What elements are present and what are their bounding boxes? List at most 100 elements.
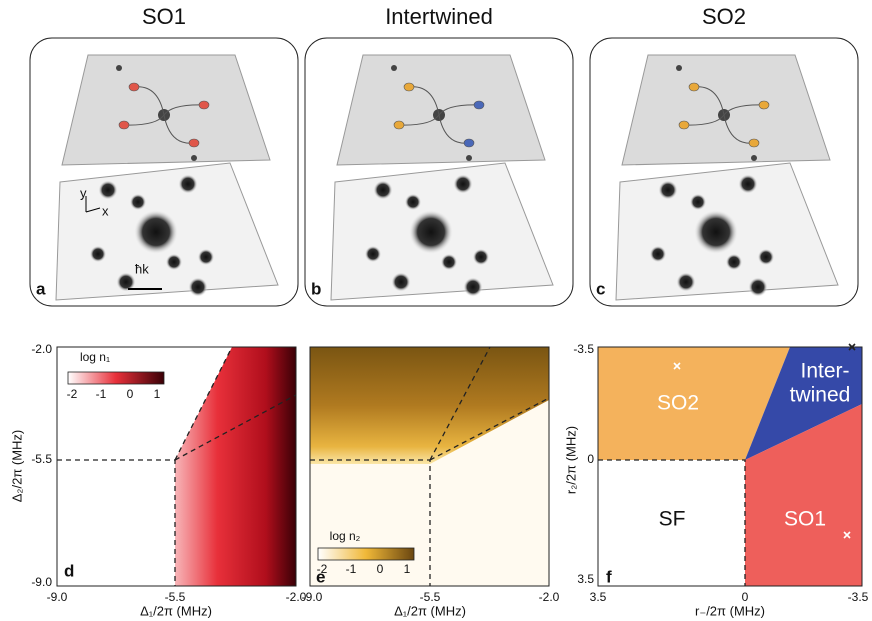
atom-cloud bbox=[676, 272, 696, 292]
atom-cloud bbox=[129, 193, 147, 211]
colorbar-tick: -1 bbox=[96, 387, 107, 401]
colorbar-tick: 0 bbox=[377, 562, 384, 576]
atom-cloud bbox=[197, 248, 215, 266]
atom-cloud bbox=[408, 209, 454, 255]
momentum-dot bbox=[198, 100, 210, 110]
panel-title: SO1 bbox=[142, 4, 186, 29]
boundary bbox=[598, 459, 746, 586]
colorbar-label: log n₁ bbox=[80, 350, 110, 364]
scale-label: ħk bbox=[135, 261, 149, 276]
region-label: SF bbox=[659, 508, 686, 531]
atom-cloud bbox=[391, 272, 411, 292]
frame bbox=[597, 346, 863, 587]
dot bbox=[191, 155, 197, 161]
panel-title: SO2 bbox=[702, 4, 746, 29]
panel-letter: a bbox=[36, 279, 46, 298]
momentum-dot bbox=[678, 120, 690, 130]
momentum-dot bbox=[463, 138, 475, 148]
boundary bbox=[174, 346, 233, 461]
atom-cloud bbox=[373, 180, 393, 200]
panel-f: SO2 Inter- twined SF SO1 f 3.5 0 -3.5 r₋… bbox=[563, 342, 868, 618]
atom-cloud bbox=[453, 174, 473, 194]
region-label: Inter- bbox=[800, 360, 849, 383]
y-axis-label: r₂/2π (MHz) bbox=[563, 426, 578, 494]
marker bbox=[848, 343, 856, 351]
atom-cloud bbox=[472, 248, 490, 266]
y-tick-label: -2.0 bbox=[31, 342, 52, 356]
region-label: SO1 bbox=[784, 508, 826, 531]
x-tick-label: -2.0 bbox=[539, 590, 560, 604]
atom-cloud bbox=[116, 272, 136, 292]
panel-letter: e bbox=[316, 567, 325, 586]
markers bbox=[673, 362, 851, 539]
atom-cloud bbox=[404, 193, 422, 211]
colorbar-tick: -1 bbox=[346, 562, 357, 576]
panel-d: log n₁ -2 -1 0 1 d -9.0 -5.5 -2.0 Δ₁/2π … bbox=[9, 342, 306, 618]
panel-letter: f bbox=[606, 567, 612, 586]
momentum-dot bbox=[748, 138, 760, 148]
atom-cloud bbox=[757, 248, 775, 266]
atom-cloud bbox=[658, 180, 678, 200]
colorbar-tick: -2 bbox=[67, 387, 78, 401]
y-axis-label: Δ₂/2π (MHz) bbox=[9, 430, 24, 503]
dot bbox=[391, 65, 397, 71]
atom-cloud bbox=[738, 174, 758, 194]
region-intertwined bbox=[745, 347, 862, 460]
boundary bbox=[429, 397, 550, 461]
colorbar-tick: 1 bbox=[154, 387, 161, 401]
panel-letter: d bbox=[64, 561, 74, 580]
colorbar bbox=[317, 547, 415, 561]
y-tick-label: -5.5 bbox=[31, 452, 52, 466]
momentum-dot bbox=[128, 82, 140, 92]
dot bbox=[676, 65, 682, 71]
y-tick-label: 0 bbox=[587, 452, 594, 466]
boundary bbox=[429, 346, 491, 461]
atom-cloud bbox=[440, 253, 458, 271]
x-tick-label: 0 bbox=[742, 590, 749, 604]
atom-cloud bbox=[178, 174, 198, 194]
atom-cloud bbox=[133, 209, 179, 255]
x-tick-label: -9.0 bbox=[302, 590, 323, 604]
momentum-dot bbox=[758, 100, 770, 110]
colorbar bbox=[67, 371, 165, 385]
region-so1 bbox=[745, 404, 862, 586]
panel-e: log n₂ -2 -1 0 1 e -9.0 -5.5 -2.0 Δ₁/2π … bbox=[302, 346, 560, 618]
momentum-dot bbox=[473, 100, 485, 110]
panel-letter: b bbox=[311, 279, 321, 298]
x-axis-label: Δ₁/2π (MHz) bbox=[140, 603, 212, 618]
dot bbox=[116, 65, 122, 71]
x-tick-label: 3.5 bbox=[590, 590, 607, 604]
atom-cloud bbox=[725, 253, 743, 271]
panel-letter: c bbox=[596, 279, 605, 298]
region-label: SO2 bbox=[657, 392, 699, 415]
atom-cloud bbox=[748, 277, 768, 297]
y-tick-label: -3.5 bbox=[573, 342, 594, 356]
axes-arrows bbox=[85, 196, 101, 213]
atom-cloud bbox=[98, 180, 118, 200]
x-tick-label: -2.0 bbox=[286, 590, 307, 604]
momentum-dot bbox=[403, 82, 415, 92]
axis-y: y bbox=[80, 185, 87, 200]
atom-cloud bbox=[364, 245, 382, 263]
x-tick-label: -5.5 bbox=[420, 590, 441, 604]
momentum-dot bbox=[688, 82, 700, 92]
boundary bbox=[174, 394, 297, 461]
frame bbox=[56, 346, 297, 587]
colorbar-tick: 0 bbox=[127, 387, 134, 401]
x-axis-label: Δ₁/2π (MHz) bbox=[394, 603, 466, 618]
region-so2 bbox=[598, 347, 790, 460]
atom-cloud bbox=[689, 193, 707, 211]
atom-cloud bbox=[188, 277, 208, 297]
dot bbox=[751, 155, 757, 161]
region-label: twined bbox=[790, 384, 851, 407]
atom-cloud bbox=[89, 245, 107, 263]
momentum-dot bbox=[118, 120, 130, 130]
heatmap-region bbox=[175, 347, 296, 586]
colorbar-tick: -2 bbox=[317, 562, 328, 576]
x-tick-label: -5.5 bbox=[165, 590, 186, 604]
atom-cloud bbox=[165, 253, 183, 271]
panel-title: Intertwined bbox=[385, 4, 493, 29]
colorbar-tick: 1 bbox=[404, 562, 411, 576]
x-tick-label: -3.5 bbox=[848, 590, 869, 604]
